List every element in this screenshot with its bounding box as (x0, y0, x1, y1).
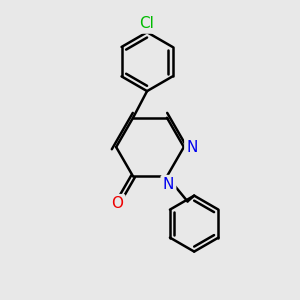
Text: N: N (186, 140, 198, 154)
Text: O: O (111, 196, 123, 211)
Text: Cl: Cl (140, 16, 154, 32)
Text: N: N (163, 177, 174, 192)
